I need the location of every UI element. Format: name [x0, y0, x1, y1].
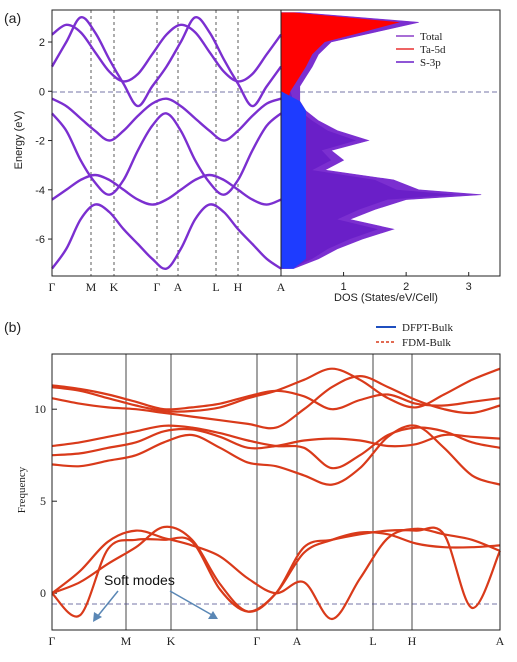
b-legend: DFPT-Bulk FDM-Bulk [376, 322, 453, 349]
legend-fdm-label: FDM-Bulk [402, 337, 451, 349]
legend-total-label: Total [420, 31, 442, 43]
a-x-tick-label: A [174, 280, 183, 294]
b-fdm-band [51, 384, 501, 411]
b-fdm-band [51, 375, 501, 430]
dos-xlabel: DOS (States/eV/Cell) [334, 292, 438, 304]
soft-modes-label: Soft modes [104, 572, 175, 588]
dos-x-tick-label: 1 [341, 281, 347, 293]
a-x-tick-label: L [212, 280, 219, 294]
b-x-tick-label: Γ [254, 634, 261, 648]
b-fdm-band [51, 424, 501, 486]
a-y-ticks: -6 -4 -2 0 2 [35, 37, 52, 246]
b-ylabel: Frequency [16, 466, 28, 513]
b-x-tick-label: M [121, 634, 132, 648]
a-high-symmetry-lines [90, 10, 239, 276]
soft-modes-arrowhead-right [208, 611, 218, 619]
dos-legend: Total Ta-5d S-3p [396, 31, 446, 69]
soft-modes-annotation: Soft modes [93, 572, 218, 622]
dos-ta5d-area [281, 12, 400, 269]
a-band-structure [50, 16, 282, 271]
b-y-tick-label: 0 [40, 586, 46, 600]
a-y-tick-label: 0 [39, 86, 45, 98]
b-fdm-band [51, 427, 501, 457]
panel-b-label: (b) [4, 319, 21, 335]
legend-dfpt-label: DFPT-Bulk [402, 322, 453, 334]
b-dfpt-band [51, 428, 501, 456]
soft-modes-arrow-right [169, 590, 213, 616]
b-frame [51, 353, 501, 631]
a-y-tick-label: -2 [35, 136, 45, 148]
panel-a-label: (a) [4, 10, 21, 26]
a-band-frame [51, 9, 282, 277]
legend-s3p-label: S-3p [420, 57, 441, 69]
b-high-symmetry-lines [125, 354, 413, 630]
dos-x-tick-label: 2 [403, 281, 409, 293]
b-dfpt-band [51, 526, 501, 613]
a-ylabel: Energy (eV) [13, 111, 25, 170]
dos-x-tick-label: 3 [466, 281, 472, 293]
a-y-tick-label: -4 [35, 185, 45, 197]
b-fdm-band [51, 525, 502, 613]
soft-modes-arrow-left [96, 590, 119, 618]
a-band-line [51, 97, 282, 142]
b-phonon-bands [51, 367, 502, 621]
a-x-tick-label: M [86, 280, 97, 294]
a-dos-frame [280, 9, 501, 277]
a-y-tick-label: -6 [35, 234, 45, 246]
a-band-line [51, 173, 282, 206]
a-band-line [50, 16, 282, 108]
b-x-tick-label: L [369, 634, 376, 648]
b-y-ticks: 0 5 10 [34, 402, 57, 600]
b-fdm-band [51, 424, 501, 470]
b-x-tick-label: A [496, 634, 505, 648]
legend-ta5d-label: Ta-5d [420, 44, 446, 56]
a-band-line [51, 112, 282, 196]
b-x-tick-label: K [167, 634, 176, 648]
b-x-tick-label: H [408, 634, 417, 648]
b-y-tick-label: 10 [34, 402, 46, 416]
a-x-tick-label: A [277, 280, 286, 294]
a-band-line [51, 23, 282, 83]
dos-blue-area [281, 12, 306, 269]
b-y-tick-label: 5 [40, 494, 46, 508]
b-x-tick-label: Γ [49, 634, 56, 648]
a-x-tick-label: K [110, 280, 119, 294]
a-x-tick-label: Γ [49, 280, 56, 294]
soft-modes-arrowhead-left [93, 612, 102, 622]
dos-plot: 1 2 3 [280, 12, 482, 293]
a-band-line [51, 203, 282, 271]
a-y-tick-label: 2 [39, 37, 45, 49]
a-x-tick-label: Γ [154, 280, 161, 294]
dos-s3p-area [281, 12, 457, 269]
a-x-tick-label: H [234, 280, 243, 294]
b-x-tick-label: A [293, 634, 302, 648]
